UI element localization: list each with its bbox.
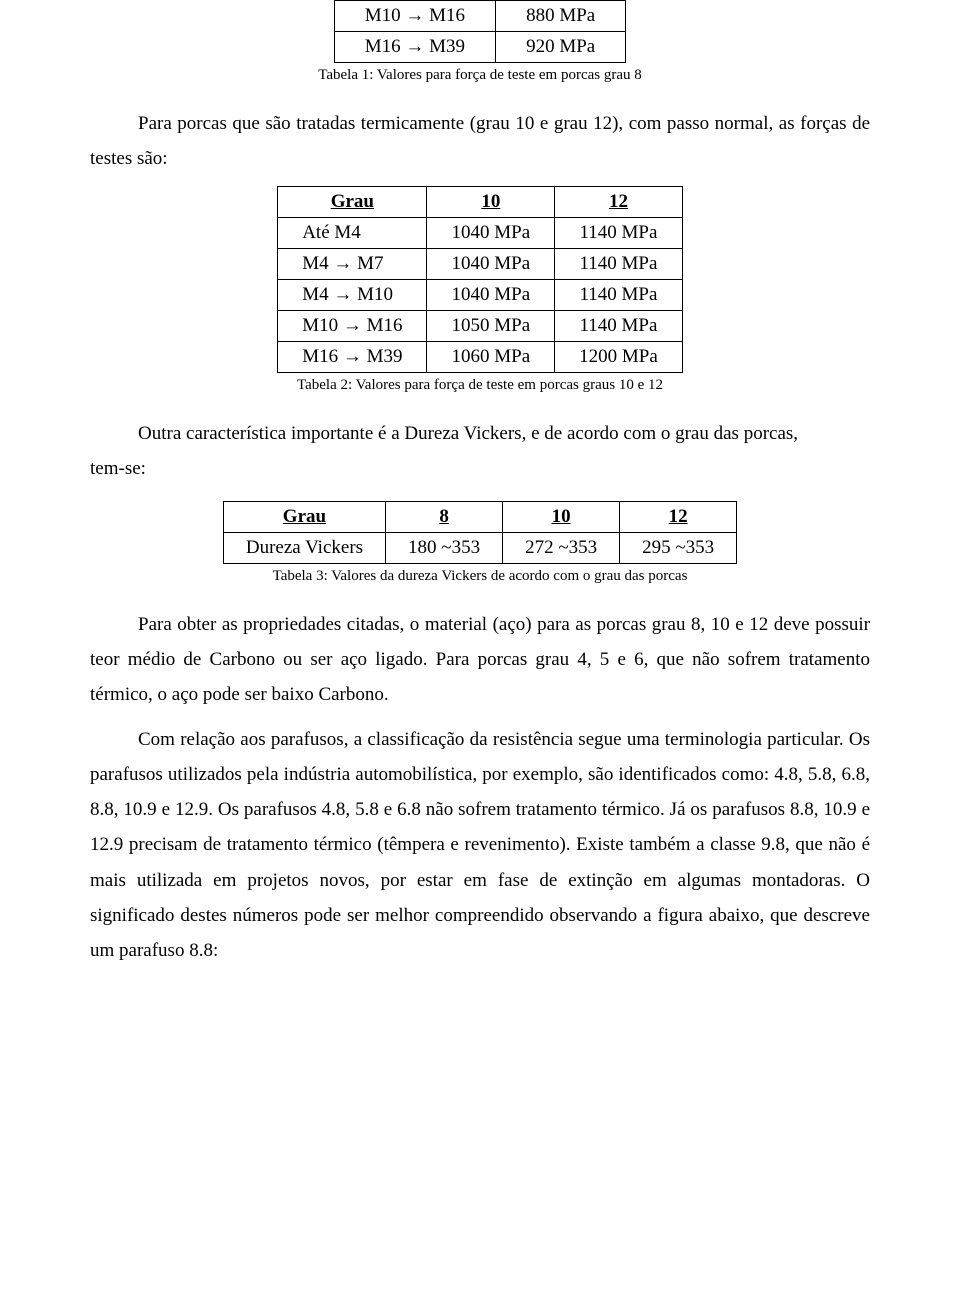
table-1-forca-grau8: M10 → M16 880 MPa M16 → M39 920 MPa — [334, 0, 626, 63]
table-cell-value: 920 MPa — [496, 32, 626, 63]
table-3-dureza-vickers: Grau 8 10 12 Dureza Vickers 180 ~353 272… — [223, 501, 737, 564]
table-cell-label: Dureza Vickers — [223, 532, 385, 563]
table-cell-g10: 1050 MPa — [427, 311, 555, 342]
table-cell-g12: 1200 MPa — [555, 342, 683, 373]
table-cell-g10: 1040 MPa — [427, 249, 555, 280]
paragraph-parafusos: Com relação aos parafusos, a classificaç… — [90, 722, 870, 968]
table-cell-range: M4 → M7 — [278, 249, 427, 280]
paragraph-line: Outra característica importante é a Dure… — [90, 416, 870, 451]
table-row: Dureza Vickers 180 ~353 272 ~353 295 ~35… — [223, 532, 736, 563]
table-header-10: 10 — [427, 187, 555, 218]
header-label: Grau — [283, 506, 326, 527]
table-2-forca-grau10-12: Grau 10 12 Até M4 1040 MPa 1140 MPa M4 →… — [277, 186, 683, 373]
table-row: M16 → M39 920 MPa — [334, 32, 625, 63]
table-cell-g10: 1040 MPa — [427, 280, 555, 311]
table-cell-range: M16 → M39 — [334, 32, 495, 63]
table-1-caption: Tabela 1: Valores para força de teste em… — [90, 67, 870, 84]
table-header-row: Grau 10 12 — [278, 187, 683, 218]
spacer — [90, 487, 870, 501]
table-header-10: 10 — [503, 501, 620, 532]
header-label: 10 — [552, 506, 571, 527]
paragraph-dureza-intro: Outra característica importante é a Dure… — [90, 416, 870, 486]
table-header-12: 12 — [620, 501, 737, 532]
paragraph-line: tem-se: — [90, 451, 870, 486]
paragraph-intro-grau10-12: Para porcas que são tratadas termicament… — [90, 106, 870, 176]
table-cell-range: M16 → M39 — [278, 342, 427, 373]
table-row: M10 → M16 1050 MPa 1140 MPa — [278, 311, 683, 342]
table-cell-range: M10 → M16 — [334, 1, 495, 32]
table-3-caption: Tabela 3: Valores da dureza Vickers de a… — [90, 568, 870, 585]
table-cell-g12: 1140 MPa — [555, 280, 683, 311]
table-row: M4 → M10 1040 MPa 1140 MPa — [278, 280, 683, 311]
table-row: M16 → M39 1060 MPa 1200 MPa — [278, 342, 683, 373]
table-header-8: 8 — [386, 501, 503, 532]
header-label: 8 — [439, 506, 449, 527]
table-cell-g12: 1140 MPa — [555, 249, 683, 280]
table-2-caption: Tabela 2: Valores para força de teste em… — [90, 377, 870, 394]
table-cell-g8: 180 ~353 — [386, 532, 503, 563]
header-label: 10 — [481, 191, 500, 212]
table-cell-g12: 295 ~353 — [620, 532, 737, 563]
header-label: Grau — [331, 191, 374, 212]
document-page: M10 → M16 880 MPa M16 → M39 920 MPa Tabe… — [0, 0, 960, 1313]
table-cell-g10: 272 ~353 — [503, 532, 620, 563]
table-cell-g12: 1140 MPa — [555, 311, 683, 342]
table-cell-range: M4 → M10 — [278, 280, 427, 311]
table-header-grau: Grau — [223, 501, 385, 532]
table-cell-range: M10 → M16 — [278, 311, 427, 342]
table-header-grau: Grau — [278, 187, 427, 218]
table-row: M10 → M16 880 MPa — [334, 1, 625, 32]
header-label: 12 — [669, 506, 688, 527]
table-cell-g12: 1140 MPa — [555, 218, 683, 249]
paragraph-material-aco: Para obter as propriedades citadas, o ma… — [90, 607, 870, 712]
header-label: 12 — [609, 191, 628, 212]
table-row: M4 → M7 1040 MPa 1140 MPa — [278, 249, 683, 280]
table-row: Até M4 1040 MPa 1140 MPa — [278, 218, 683, 249]
table-cell-g10: 1060 MPa — [427, 342, 555, 373]
table-header-12: 12 — [555, 187, 683, 218]
table-cell-range: Até M4 — [278, 218, 427, 249]
table-header-row: Grau 8 10 12 — [223, 501, 736, 532]
table-cell-g10: 1040 MPa — [427, 218, 555, 249]
table-cell-value: 880 MPa — [496, 1, 626, 32]
